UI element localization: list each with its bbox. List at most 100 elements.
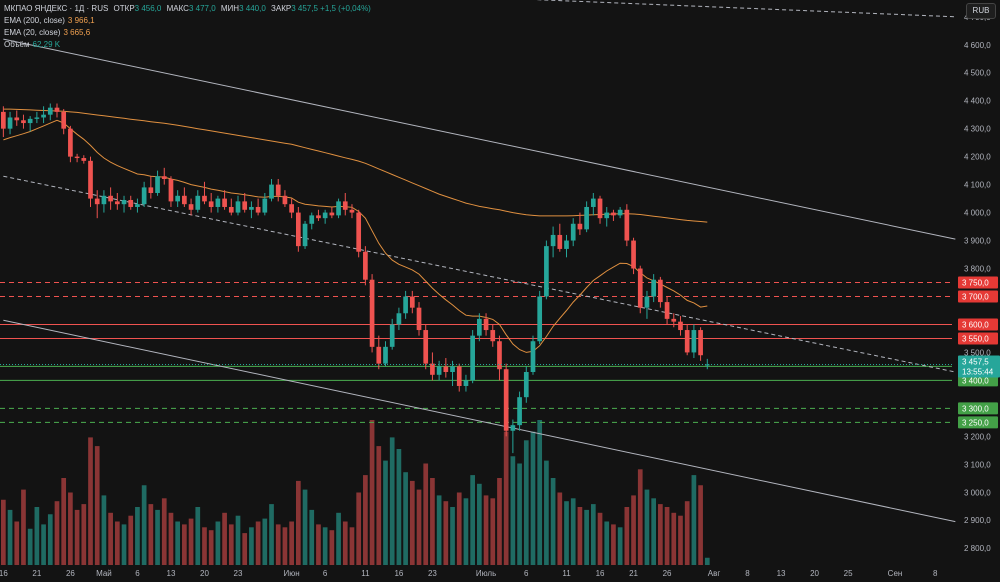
volume-bar	[389, 437, 395, 565]
candle-body	[490, 330, 496, 342]
time-tick-label: 11	[562, 569, 571, 578]
time-tick-label: Сен	[888, 569, 903, 578]
price-tick-label: 4 600,0	[964, 41, 991, 50]
candle-body	[208, 201, 214, 207]
volume-bar	[255, 521, 261, 565]
volume-bar	[470, 475, 475, 565]
candle-body	[363, 251, 368, 280]
volume-bar	[544, 460, 549, 565]
candle-body	[289, 204, 294, 213]
legend-ema200-row[interactable]: EMA (200, close) 3 966,1	[4, 15, 371, 27]
price-tick-label: 3 900,0	[964, 237, 991, 246]
legend-high: 3 477,0	[188, 4, 216, 13]
level-tag-label: 3 400,0	[962, 376, 989, 385]
volume-bar	[141, 485, 147, 565]
candle-body	[202, 195, 207, 202]
candle-body	[497, 341, 502, 370]
candle-body	[409, 296, 415, 308]
candle-body	[155, 176, 160, 193]
time-axis: 16 21 26 Май 6 13 20 23 Июн 6 11 16 23 Июль 6 11 16 21 26 А…	[0, 569, 938, 578]
candle-body	[383, 346, 388, 364]
candle-body	[121, 199, 127, 205]
candle-body	[215, 198, 221, 207]
time-tick-label: Май	[96, 569, 112, 578]
candle-body	[530, 341, 536, 373]
time-tick-label: 21	[32, 569, 41, 578]
volume-bar	[128, 515, 134, 565]
legend-open-label: ОТКР	[113, 4, 135, 13]
candle-body	[108, 195, 113, 202]
volume-bar	[7, 509, 13, 565]
volume-bar	[403, 472, 408, 565]
currency-button[interactable]: RUB	[966, 3, 996, 19]
candle-body	[637, 268, 643, 308]
level-tag-label: 3 300,0	[962, 404, 989, 413]
volume-bar	[282, 527, 288, 565]
level-tag	[958, 416, 998, 429]
legend-volume-row[interactable]: Объём 62,29 K	[4, 39, 371, 51]
candle-body	[523, 372, 529, 398]
volume-bar	[309, 509, 315, 565]
volume-bar	[584, 509, 589, 565]
candle-body	[27, 118, 33, 124]
candle-body	[691, 330, 697, 353]
volume-bar	[503, 431, 509, 565]
candle-body	[114, 201, 120, 205]
candle-body	[195, 195, 201, 210]
time-tick-label: 21	[629, 569, 638, 578]
candle-body	[704, 364, 710, 366]
volume-bars	[1, 420, 710, 565]
volume-bar	[356, 492, 362, 565]
candle-body	[141, 187, 147, 205]
candle-body	[222, 198, 227, 207]
volume-bar	[175, 521, 181, 565]
volume-bar	[456, 492, 462, 565]
candle-body	[604, 212, 610, 219]
candle-body	[336, 201, 341, 216]
volume-bar	[530, 431, 536, 565]
candle-body	[21, 120, 26, 124]
volume-bar	[698, 485, 703, 565]
candle-body	[611, 212, 616, 216]
time-tick-label: 16	[0, 569, 8, 578]
candle-body	[678, 321, 683, 331]
time-tick-label: 23	[234, 569, 243, 578]
time-tick-label: 16	[394, 569, 403, 578]
candle-body	[584, 206, 589, 230]
candle-body	[557, 234, 563, 249]
candle-body	[396, 313, 402, 325]
volume-bar	[168, 512, 174, 565]
volume-bar	[363, 475, 368, 565]
volume-bar	[202, 527, 207, 565]
candle-body	[128, 199, 134, 207]
candle-body	[81, 158, 87, 161]
volume-bar	[27, 528, 33, 565]
volume-bar	[322, 527, 328, 565]
volume-bar	[409, 480, 415, 565]
current-price-countdown: 13:55:44	[962, 367, 994, 376]
legend-low-label: МИН	[220, 4, 240, 13]
volume-bar	[383, 460, 388, 565]
candle-body	[1, 111, 6, 129]
legend-ema200-value: 3 966,1	[67, 16, 95, 25]
candle-body	[470, 335, 475, 381]
volume-bar	[88, 437, 93, 565]
ema200-line	[3, 108, 708, 223]
time-tick-label: 6	[135, 569, 140, 578]
time-tick-label: 11	[361, 569, 370, 578]
volume-bar	[604, 521, 610, 565]
volume-bar	[564, 501, 569, 565]
time-tick-label: 13	[777, 569, 786, 578]
level-tag	[958, 318, 998, 331]
candle-body	[161, 176, 167, 180]
legend-ohlc-row: МКПАО ЯНДЕКС · 1Д · RUS ОТКР3 456,0 МАКС…	[4, 3, 371, 15]
legend-ema20-row[interactable]: EMA (20, close) 3 665,6	[4, 27, 371, 39]
candle-body	[309, 215, 315, 224]
price-tick-label: 4 500,0	[964, 69, 991, 78]
volume-bar	[691, 475, 697, 565]
volume-bar	[68, 492, 73, 565]
candle-body	[349, 209, 355, 213]
candle-body	[684, 330, 690, 353]
trendlines	[3, 0, 956, 523]
